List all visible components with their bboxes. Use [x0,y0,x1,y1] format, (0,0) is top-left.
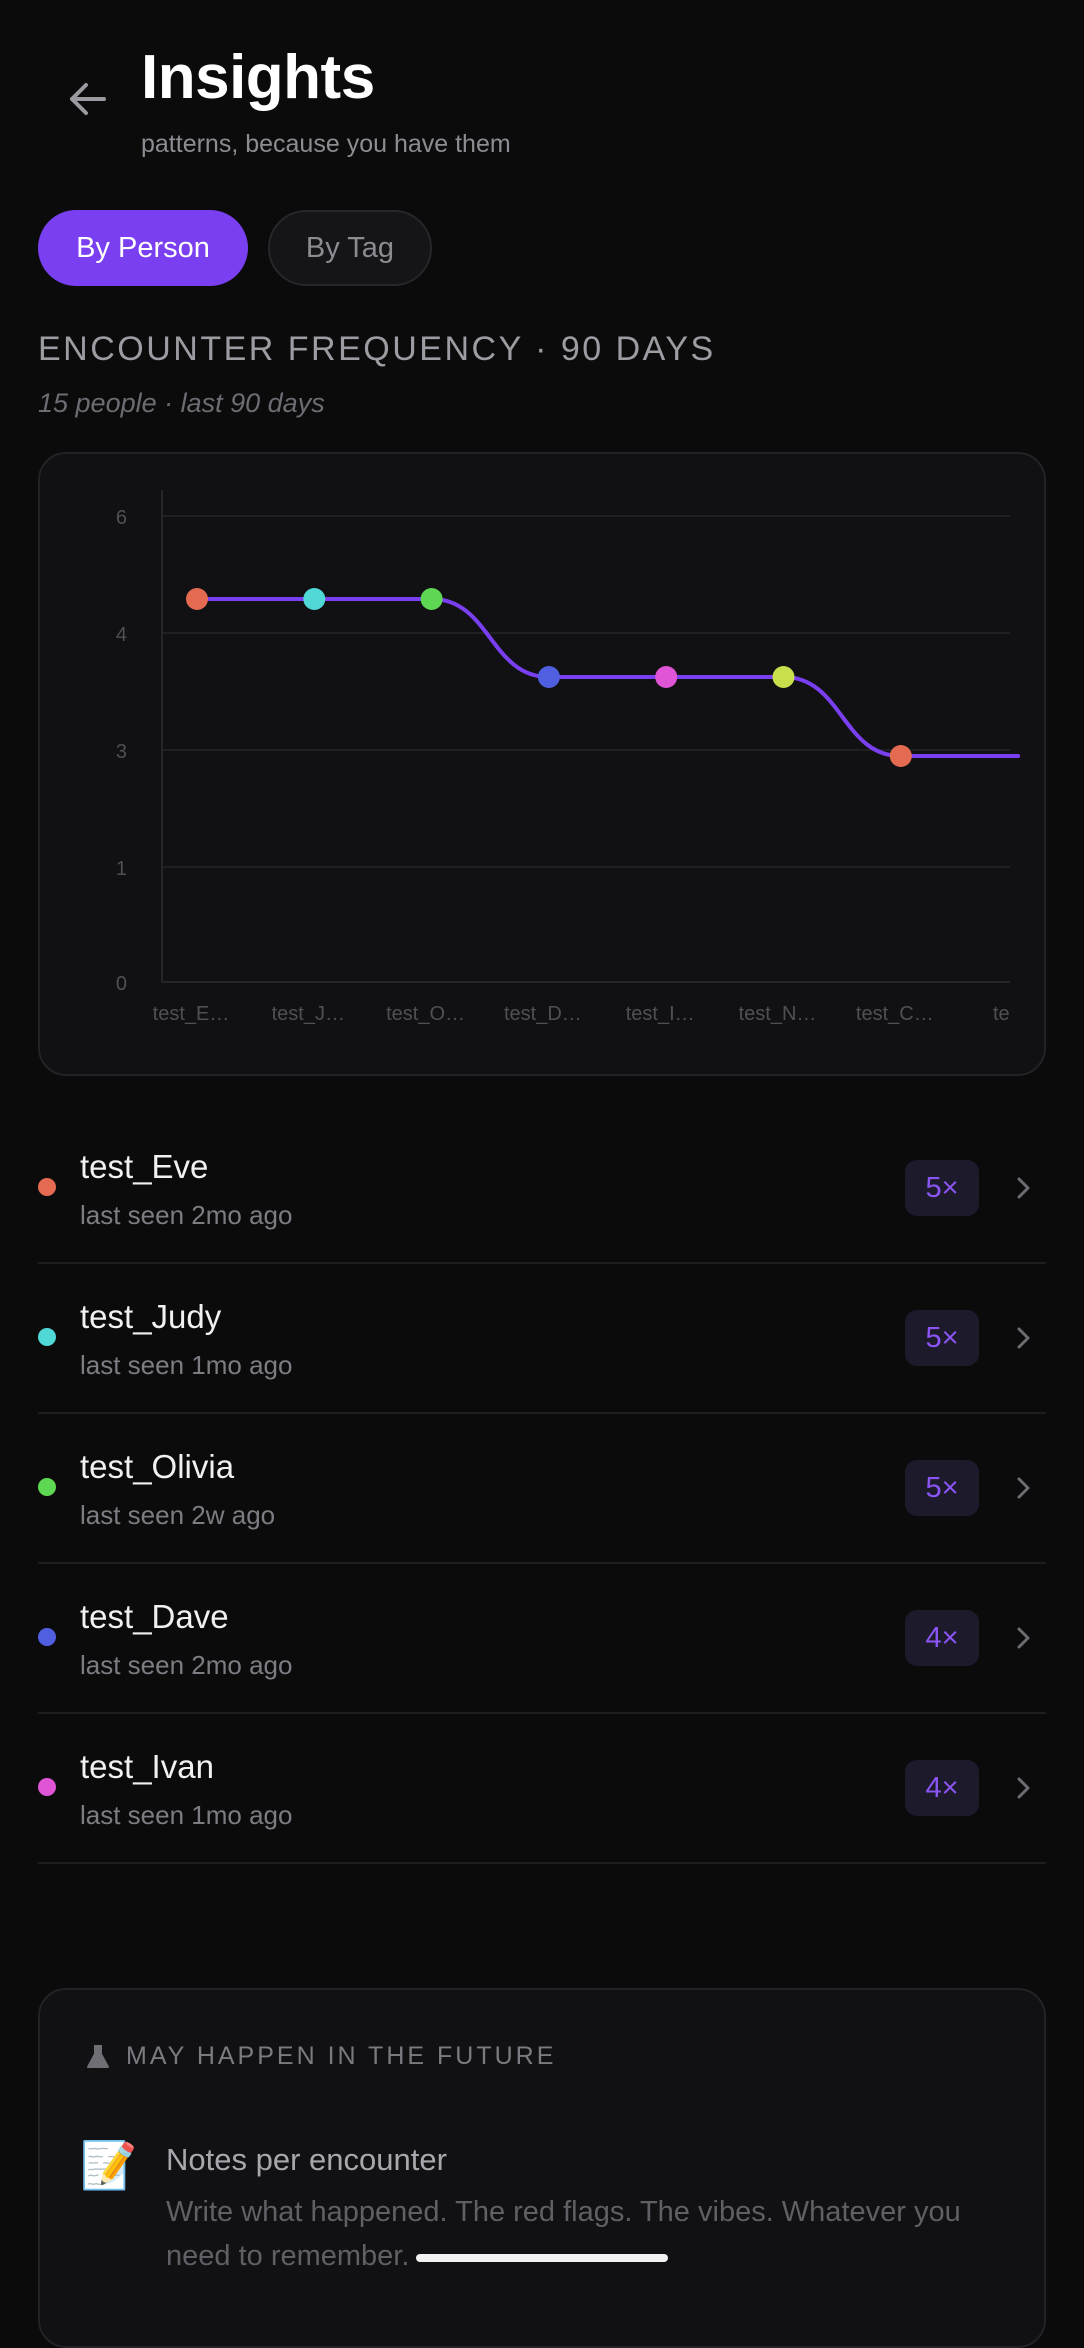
data-point [772,666,795,688]
home-indicator [416,2254,668,2262]
y-tick-label: 6 [116,507,127,529]
x-tick-label: te [993,1003,1010,1025]
chevron-right-icon[interactable] [1006,1320,1042,1356]
page-title: Insights [141,43,375,112]
chevron-right-icon[interactable] [1006,1620,1042,1656]
person-color-dot [38,1178,56,1196]
x-tick-label: test_N… [739,1003,817,1025]
x-tick-label: test_O… [386,1003,465,1025]
flask-icon [87,2044,109,2068]
person-name: test_Judy [80,1298,222,1335]
data-point [303,588,326,610]
person-name: test_Dave [80,1598,229,1635]
future-feature-description: Write what happened. The red flags. The … [166,2196,961,2272]
memo-icon: 📝 [80,2139,138,2191]
encounter-count-badge: 5× [905,1310,979,1366]
data-point [889,745,912,767]
future-features-card: MAY HAPPEN IN THE FUTURE 📝 Notes per enc… [38,1988,1046,2348]
future-header: MAY HAPPEN IN THE FUTURE [84,2042,556,2071]
future-label: MAY HAPPEN IN THE FUTURE [126,2042,557,2070]
back-arrow-icon[interactable] [60,70,120,130]
encounter-count-badge: 4× [905,1760,979,1816]
chevron-right-icon[interactable] [1006,1170,1042,1206]
x-tick-label: test_I… [626,1003,695,1025]
person-last-seen: last seen 2mo ago [80,1200,293,1230]
chevron-right-icon[interactable] [1006,1470,1042,1506]
future-feature-title: Notes per encounter [166,2142,447,2177]
person-color-dot [38,1478,56,1496]
x-tick-label: test_C… [856,1003,934,1025]
y-tick-label: 0 [116,973,127,995]
page-subtitle: patterns, because you have them [141,130,511,158]
people-list: test_Eve last seen 2mo ago 5× test_Judy last… [38,1114,1046,1864]
person-name: test_Eve [80,1148,209,1185]
section-subtitle: 15 people · last 90 days [38,388,325,418]
app-header: Insights patterns, because you have them [0,0,1084,200]
data-point [186,588,208,610]
encounter-frequency-chart: 6 4 3 1 0 test_E… test_J… test_O… test_D… test_I…… [116,490,1021,1025]
x-tick-label: test_E… [153,1003,230,1025]
encounter-count-badge: 5× [905,1160,979,1216]
person-name: test_Olivia [80,1448,235,1485]
section-title: ENCOUNTER FREQUENCY · 90 DAYS [38,330,716,368]
person-last-seen: last seen 1mo ago [80,1350,293,1380]
person-color-dot [38,1328,56,1346]
encounter-chart-card: 6 4 3 1 0 test_E… test_J… test_O… test_D… test_I…… [38,452,1046,1076]
x-tick-label: test_J… [272,1003,345,1025]
tab-by-person[interactable]: By Person [38,210,248,286]
y-tick-label: 4 [116,624,127,646]
encounter-count-badge: 5× [905,1460,979,1516]
person-last-seen: last seen 2mo ago [80,1650,293,1680]
x-tick-label: test_D… [504,1003,582,1025]
y-tick-label: 3 [116,741,127,763]
tab-by-tag[interactable]: By Tag [268,210,432,286]
series-line [195,597,1021,758]
person-color-dot [38,1628,56,1646]
data-point [537,666,560,688]
person-last-seen: last seen 1mo ago [80,1800,293,1830]
person-name: test_Ivan [80,1748,214,1785]
y-tick-label: 1 [116,858,127,880]
person-last-seen: last seen 2w ago [80,1500,276,1530]
chevron-right-icon[interactable] [1006,1770,1042,1806]
encounter-count-badge: 4× [905,1610,979,1666]
data-point [655,666,678,688]
data-point [420,588,443,610]
person-color-dot [38,1778,56,1796]
